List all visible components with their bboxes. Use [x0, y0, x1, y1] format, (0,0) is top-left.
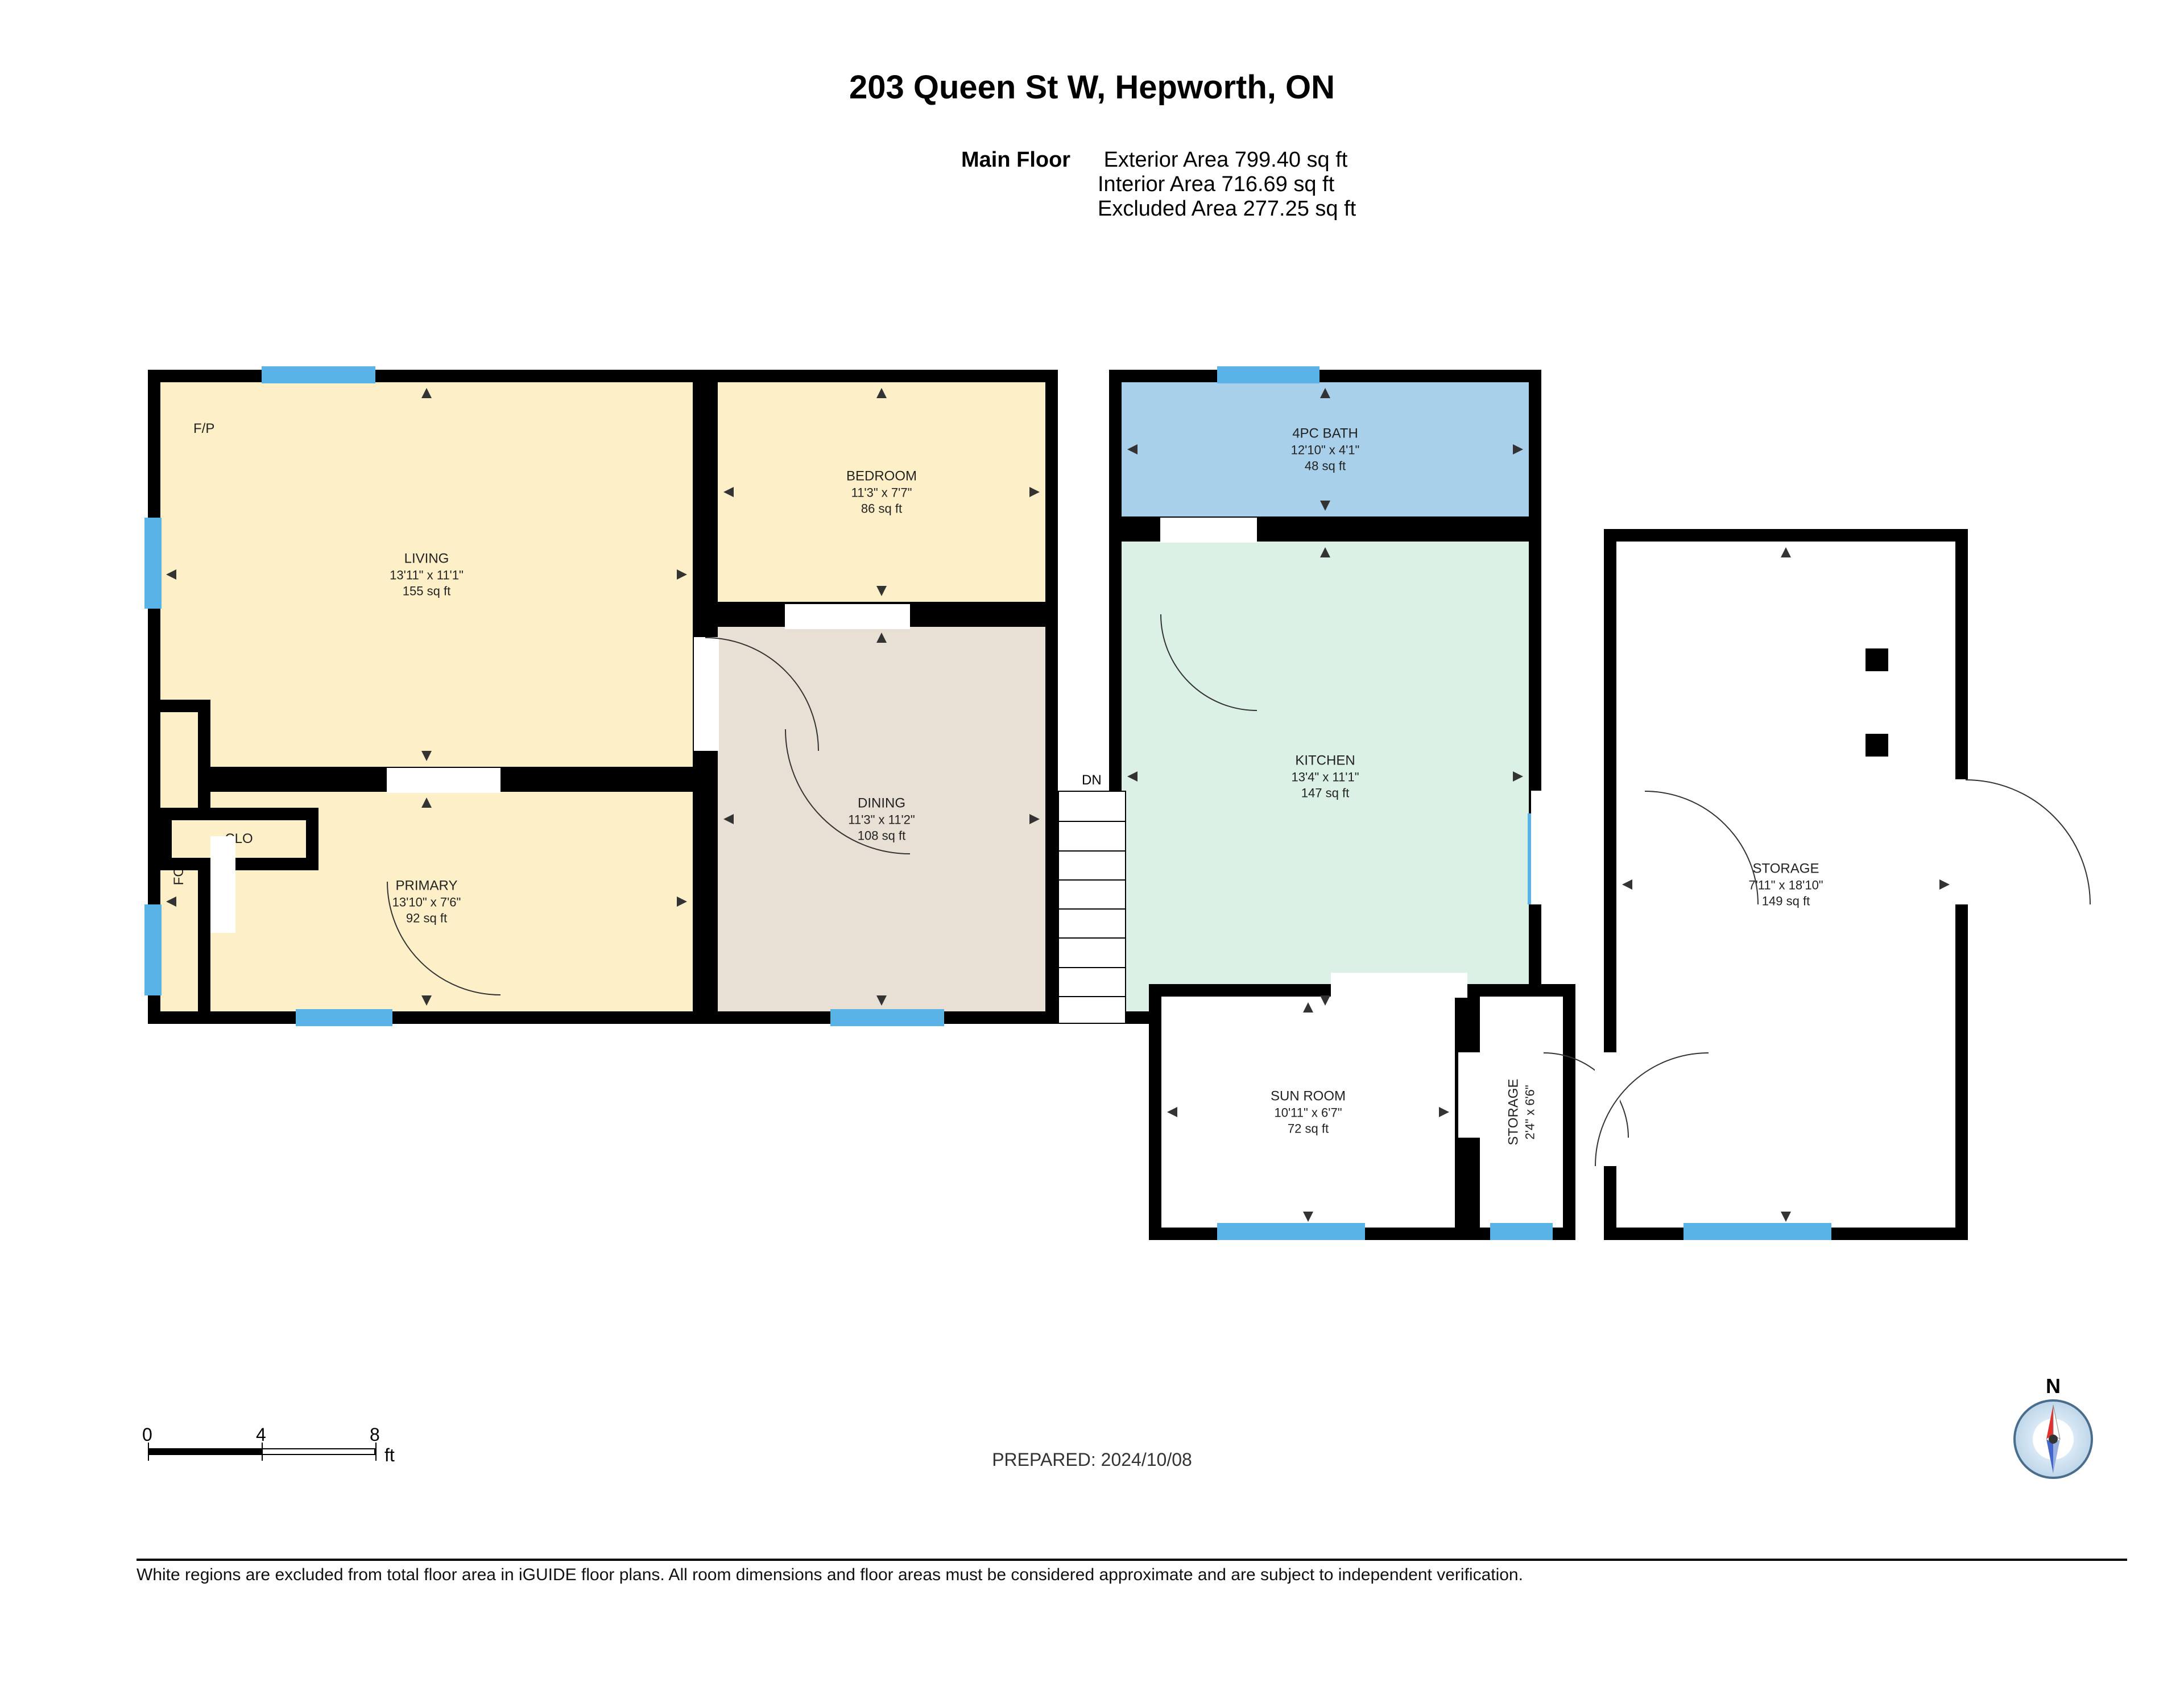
dimension-arrow [1319, 387, 1331, 399]
scale-unit: ft [384, 1445, 395, 1466]
window [1217, 366, 1320, 383]
dimension-arrow [420, 750, 433, 762]
room-living: LIVING13'11" x 11'1"155 sq ft [148, 370, 705, 779]
page-title: 203 Queen St W, Hepworth, ON [849, 68, 1335, 106]
pillar [1866, 648, 1888, 671]
stairs: DN [1058, 791, 1126, 1024]
floor-label: Main Floor [961, 148, 1098, 172]
room-label: KITCHEN13'4" x 11'1"147 sq ft [1122, 753, 1529, 801]
fireplace-label: F/P [193, 421, 214, 437]
dimension-arrow [676, 895, 688, 908]
door-opening [1160, 518, 1257, 543]
stairs-label: DN [1082, 772, 1102, 788]
scale-tick-label: 8 [370, 1424, 380, 1445]
door-opening [1331, 973, 1467, 998]
room-sunroom: SUN ROOM10'11" x 6'7"72 sq ft [1149, 984, 1467, 1240]
scale-tick-label: 0 [142, 1424, 152, 1445]
room-label: 4PC BATH12'10" x 4'1"48 sq ft [1122, 425, 1529, 474]
prepared-date: PREPARED: 2024/10/08 [992, 1449, 1192, 1470]
dimension-arrow [1319, 499, 1331, 512]
dimension-arrow [1938, 878, 1951, 891]
dimension-arrow [420, 994, 433, 1007]
room-closet: CLO [159, 808, 318, 870]
door-opening [210, 836, 235, 933]
dimension-arrow [1319, 546, 1331, 559]
dimension-arrow [1512, 443, 1524, 456]
window [296, 1009, 392, 1026]
dimension-arrow [1438, 1106, 1450, 1118]
door-opening [1531, 791, 1556, 904]
dimension-arrow [420, 796, 433, 809]
interior-area: Interior Area 716.69 sq ft [1098, 172, 1356, 197]
dimension-arrow [1780, 546, 1792, 559]
dimension-arrow [1166, 1106, 1178, 1118]
dimension-arrow [1302, 1001, 1314, 1014]
window [1684, 1223, 1831, 1240]
dimension-arrow [420, 387, 433, 399]
window [1217, 1223, 1365, 1240]
pillar [1866, 734, 1888, 757]
disclaimer: White regions are excluded from total fl… [136, 1559, 2127, 1585]
scale-tick-label: 4 [256, 1424, 266, 1445]
dimension-arrow [165, 568, 177, 581]
dimension-arrow [722, 813, 735, 825]
dimension-arrow [875, 387, 888, 399]
room-label: STORAGE2'4" x 6'6" [1505, 1079, 1538, 1146]
door-opening [1458, 1052, 1483, 1138]
room-label: SUN ROOM10'11" x 6'7"72 sq ft [1161, 1088, 1455, 1137]
window [144, 904, 162, 995]
dimension-arrow [1028, 486, 1041, 498]
scale-bar: 048ft [148, 1428, 410, 1479]
room-label: LIVING13'11" x 11'1"155 sq ft [160, 551, 693, 599]
area-meta: Main Floor Exterior Area 799.40 sq ft In… [961, 148, 1356, 221]
dimension-arrow [1512, 770, 1524, 783]
door-opening [387, 768, 500, 793]
window [144, 518, 162, 609]
room-kitchen: KITCHEN13'4" x 11'1"147 sq ft [1109, 529, 1541, 1024]
dimension-arrow [1302, 1210, 1314, 1223]
dimension-arrow [1780, 1210, 1792, 1223]
window [262, 366, 375, 383]
dimension-arrow [1126, 443, 1139, 456]
dimension-arrow [1028, 813, 1041, 825]
dimension-arrow [1126, 770, 1139, 783]
compass: N [2013, 1399, 2093, 1479]
dimension-arrow [1621, 878, 1633, 891]
exterior-area: Exterior Area 799.40 sq ft [1104, 148, 1348, 172]
dimension-arrow [722, 486, 735, 498]
dimension-arrow [1319, 994, 1331, 1007]
window [830, 1009, 944, 1026]
dimension-arrow [165, 895, 177, 908]
dimension-arrow [676, 568, 688, 581]
room-bedroom: BEDROOM11'3" x 7'7"86 sq ft [705, 370, 1058, 614]
room-label: BEDROOM11'3" x 7'7"86 sq ft [718, 468, 1045, 516]
dimension-arrow [875, 994, 888, 1007]
dimension-arrow [875, 585, 888, 597]
window [1490, 1223, 1553, 1240]
excluded-area: Excluded Area 277.25 sq ft [1098, 197, 1356, 221]
room-label: CLO [172, 830, 306, 848]
dimension-arrow [875, 631, 888, 644]
door-opening [785, 604, 910, 629]
compass-north-label: N [2046, 1374, 2061, 1398]
